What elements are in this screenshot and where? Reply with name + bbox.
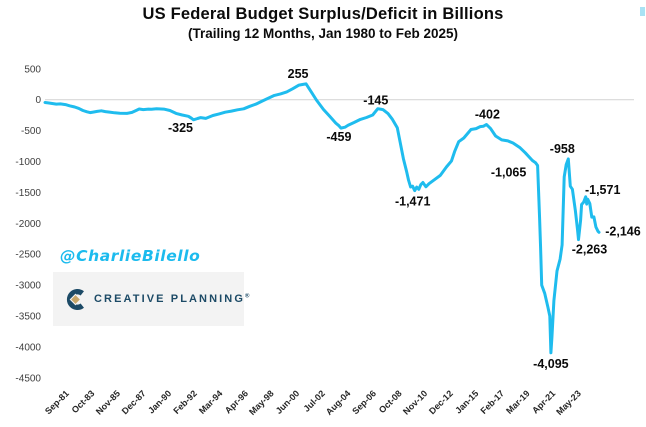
data-point-label: -2,146 xyxy=(605,224,640,238)
data-point-label: -4,095 xyxy=(533,357,568,371)
x-tick-label: Feb-92 xyxy=(171,388,199,416)
x-tick-label: Sep-81 xyxy=(43,388,71,416)
creative-planning-wordmark: CREATIVE PLANNING® xyxy=(94,293,250,305)
x-tick-label: Sep-06 xyxy=(350,388,378,416)
y-tick-label: -4000 xyxy=(15,342,41,353)
x-tick-label: Feb-17 xyxy=(479,388,507,416)
y-tick-label: 0 xyxy=(35,95,41,106)
y-axis-labels: 500 0 -500 -1000 -1500 -2000 -2500 -3000 -3500 -4… xyxy=(15,64,41,384)
x-tick-label: Dec-87 xyxy=(120,388,148,416)
x-tick-label: Apr-21 xyxy=(530,388,557,415)
data-point-label: -1,065 xyxy=(491,166,526,180)
creative-planning-logo: CREATIVE PLANNING® xyxy=(53,272,249,326)
x-axis-labels: Sep-81Oct-83Nov-85Dec-87Jan-90Feb-92Mar-… xyxy=(43,388,583,417)
data-point-labels: 255 -325 -459 -145 -1,471 -402 -1,065 -958 -4,09… xyxy=(168,67,641,371)
trademark-symbol: ® xyxy=(245,293,250,300)
y-tick-label: -2500 xyxy=(15,250,41,261)
x-tick-label: Jun-00 xyxy=(274,388,302,416)
x-tick-label: Nov-85 xyxy=(94,388,122,416)
y-tick-label: 500 xyxy=(24,64,41,75)
creative-planning-c-icon xyxy=(66,288,85,311)
chart-title: US Federal Budget Surplus/Deficit in Bil… xyxy=(142,5,504,23)
data-point-label: -1,471 xyxy=(395,195,430,209)
x-tick-label: Mar-94 xyxy=(197,388,225,416)
data-point-label: -402 xyxy=(475,108,500,122)
x-tick-label: Oct-08 xyxy=(377,388,404,415)
x-tick-label: Jan-90 xyxy=(146,388,173,415)
y-tick-label: -2000 xyxy=(15,219,41,230)
y-tick-label: -4500 xyxy=(15,373,41,384)
budget-balance-line xyxy=(43,82,601,355)
y-tick-label: -500 xyxy=(21,126,41,137)
data-point-label: -958 xyxy=(550,142,575,156)
x-tick-label: Oct-83 xyxy=(70,388,97,415)
x-tick-label: Apr-96 xyxy=(223,388,250,415)
data-point-label: 255 xyxy=(288,67,309,81)
x-tick-label: May-23 xyxy=(554,388,583,417)
data-point-label: -145 xyxy=(363,94,388,108)
data-point-label: -459 xyxy=(326,130,351,144)
x-tick-label: Aug-04 xyxy=(324,388,353,417)
x-tick-label: May-98 xyxy=(247,388,276,417)
x-tick-label: Jan-15 xyxy=(453,388,480,415)
data-point-label: -2,263 xyxy=(572,243,607,257)
x-tick-label: Mar-19 xyxy=(504,388,532,416)
chart-subtitle: (Trailing 12 Months, Jan 1980 to Feb 202… xyxy=(187,26,459,41)
cropped-edge-artifact xyxy=(640,7,645,16)
data-point-label: -325 xyxy=(168,121,193,135)
y-tick-label: -3500 xyxy=(15,312,41,323)
data-point-label: -1,571 xyxy=(585,183,620,197)
x-tick-label: Nov-10 xyxy=(401,388,429,416)
y-tick-label: -3000 xyxy=(15,281,41,292)
y-tick-label: -1500 xyxy=(15,188,41,199)
twitter-handle-watermark: @CharlieBilello xyxy=(60,247,201,265)
x-tick-label: Dec-12 xyxy=(427,388,455,416)
y-tick-label: -1000 xyxy=(15,157,41,168)
